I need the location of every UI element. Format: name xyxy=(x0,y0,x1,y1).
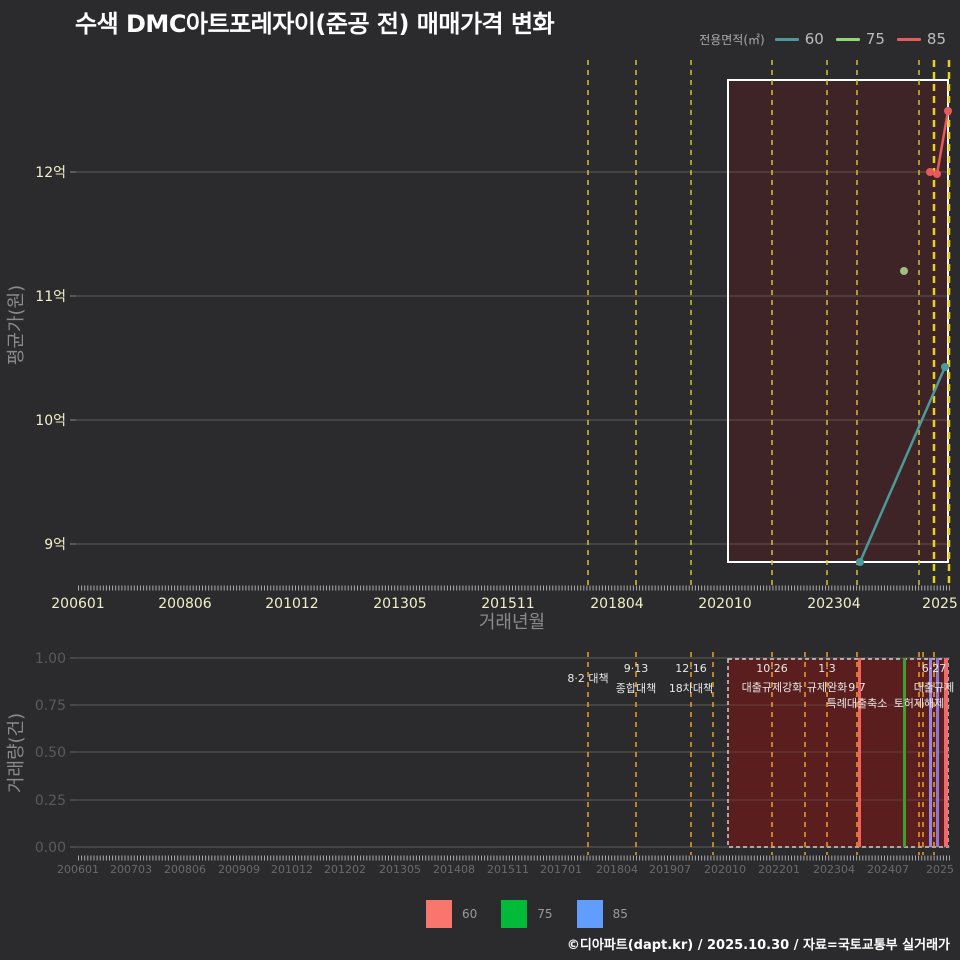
area-legend: 전용면적(㎡) 60 75 85 xyxy=(699,30,952,48)
vol-x-tick: 202201 xyxy=(758,863,800,876)
y-tick-11: 11억 xyxy=(35,289,66,305)
vol-x-tick: 200909 xyxy=(218,863,260,876)
x-tick: 200601 xyxy=(51,596,104,612)
event-8-2: 8·2 대책 xyxy=(567,672,608,685)
event-9-13-text: 종합대책 xyxy=(616,682,656,695)
x-tick: 201012 xyxy=(265,596,318,612)
y-axis-title: 평균가(원) xyxy=(6,285,27,365)
event-1-3-text: 규제완화 xyxy=(807,681,847,694)
highlight-region xyxy=(727,79,949,563)
event-10-26-date: 10·26 xyxy=(756,662,788,675)
legend-swatch-85 xyxy=(896,37,921,41)
event-9-7-text: 특례대출축소 xyxy=(827,697,888,710)
volume-event-lines xyxy=(587,652,935,855)
event-10-26-text: 대출규제강화 xyxy=(742,681,803,694)
vol-x-tick: 201305 xyxy=(379,863,421,876)
series-85 xyxy=(926,107,952,178)
vol-x-tick: 201012 xyxy=(271,863,313,876)
series-75 xyxy=(900,267,908,275)
source-credit: ©디아파트(dapt.kr) / 2025.10.30 / 자료=국토교통부 실… xyxy=(566,938,950,953)
vol-x-tick: 201202 xyxy=(324,863,366,876)
x-tick: 201511 xyxy=(481,596,534,612)
event-1-3-date: 1·3 xyxy=(818,662,836,675)
legend-label-75: 75 xyxy=(865,30,885,48)
legend-swatch-60 xyxy=(774,37,799,41)
vol-y-tick: 0.00 xyxy=(35,840,66,856)
event-12-16-date: 12·16 xyxy=(675,662,707,675)
vol-y-tick: 1.00 xyxy=(35,651,66,667)
vol-y-axis-title: 거래량(건) xyxy=(6,713,27,793)
legend-box-85 xyxy=(576,900,603,928)
policy-annotations: 8·2 대책 9·13 종합대책 12·16 18차대책 10·26 대출규제강… xyxy=(567,662,954,710)
volume-highlight-region xyxy=(727,658,949,848)
volume-plot: 8·2 대책 9·13 종합대책 12·16 18차대책 10·26 대출규제강… xyxy=(6,651,954,876)
legend-bottom-label-60: 60 xyxy=(462,907,478,921)
vol-x-tick: 201804 xyxy=(596,863,638,876)
legend-box-75 xyxy=(501,900,528,928)
event-6-27-date: 6·27 xyxy=(922,662,947,675)
volume-legend: 60 75 85 xyxy=(426,900,642,928)
x-axis-title: 거래년월 xyxy=(479,612,545,633)
vol-y-tick: 0.25 xyxy=(35,793,66,809)
legend-label-60: 60 xyxy=(804,30,824,48)
event-9-13-date: 9·13 xyxy=(624,662,649,675)
x-tick: 202010 xyxy=(698,596,751,612)
legend-title: 전용면적(㎡) xyxy=(699,32,765,47)
y-tick-10: 10억 xyxy=(35,413,66,429)
x-tick: 201804 xyxy=(590,596,644,612)
vol-x-tick: 202304 xyxy=(813,863,855,876)
event-toheoje-text: 토허제해제 xyxy=(894,696,945,710)
vol-x-tick: 2025 xyxy=(926,863,954,876)
x-tick: 202304 xyxy=(807,596,861,612)
vol-x-tick: 202010 xyxy=(704,863,746,876)
price-plot: 12억 11억 10억 9억 평균가(원) 200601 200806 2010… xyxy=(6,60,958,633)
vol-x-tick: 201701 xyxy=(540,863,582,876)
vol-y-tick: 0.50 xyxy=(35,745,66,761)
event-12-16-text: 18차대책 xyxy=(669,682,713,695)
event-9-7-date: 9·7 xyxy=(848,681,866,694)
vol-x-tick: 201511 xyxy=(487,863,529,876)
chart-title: 수색 DMC아트포레자이(준공 전) 매매가격 변화 xyxy=(75,10,555,38)
legend-bottom-label-85: 85 xyxy=(612,907,628,921)
legend-swatch-75 xyxy=(835,37,860,41)
series-60 xyxy=(856,363,949,566)
legend-bottom-label-75: 75 xyxy=(537,907,553,921)
y-tick-12: 12억 xyxy=(35,165,66,181)
vol-x-tick: 201408 xyxy=(433,863,475,876)
x-tick: 201305 xyxy=(373,596,426,612)
vol-x-tick: 200703 xyxy=(110,863,152,876)
legend-label-85: 85 xyxy=(926,30,946,48)
vol-x-tick: 201907 xyxy=(649,863,691,876)
vol-x-tick: 200806 xyxy=(164,863,206,876)
policy-event-lines xyxy=(587,60,920,585)
x-tick: 200806 xyxy=(158,596,212,612)
vol-y-tick: 0.75 xyxy=(35,698,66,714)
x-tick: 2025 xyxy=(922,596,958,612)
vol-x-tick: 200601 xyxy=(57,863,99,876)
vol-x-tick: 202407 xyxy=(867,863,909,876)
volume-bars xyxy=(858,658,948,847)
event-6-27-text: 대출규제 xyxy=(914,681,954,694)
y-tick-9: 9억 xyxy=(44,537,66,553)
legend-box-60 xyxy=(426,900,452,928)
